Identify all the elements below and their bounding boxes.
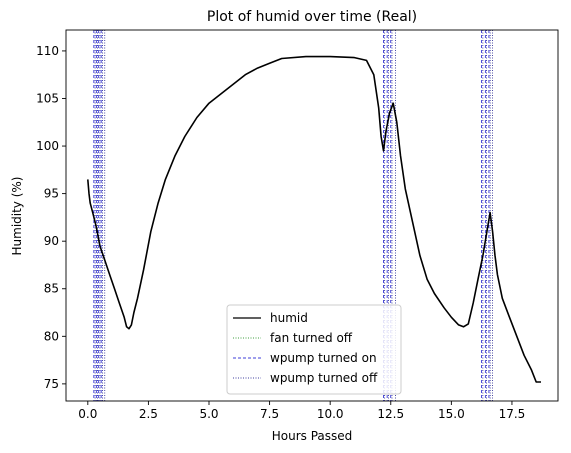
legend-label-wpump-off: wpump turned off [270,371,378,385]
y-tick-label-2: 85 [44,282,59,296]
y-tick-label-5: 100 [36,139,59,153]
chart-title: Plot of humid over time (Real) [207,9,417,25]
x-tick-label-5: 12.5 [377,407,404,421]
series-line-humid [87,55,541,383]
legend-label-humid: humid [270,311,308,325]
y-tick-label-4: 95 [44,187,59,201]
legend-box [226,304,402,395]
x-tick-label-2: 5.0 [199,407,218,421]
x-axis-ticks: 0.0 2.5 5.0 7.5 10.0 12.5 15.0 17.5 [78,401,525,421]
y-tick-label-7: 110 [36,44,59,58]
x-tick-label-3: 7.5 [260,407,279,421]
series-layer [87,55,541,383]
legend-label-fan-off: fan turned off [270,331,353,345]
event-lines-group [93,30,493,401]
legend-label-wpump-on: wpump turned on [270,351,377,365]
y-axis-label: Humidity (%) [10,177,24,256]
y-tick-label-3: 90 [44,234,59,248]
y-tick-label-0: 75 [44,377,59,391]
y-axis-ticks: 75 80 85 90 95 100 105 110 [36,44,66,391]
x-tick-label-7: 17.5 [499,407,526,421]
plot-frame [65,29,559,402]
legend: humid fan turned off wpump turned on wpu… [226,304,402,395]
y-tick-label-6: 105 [36,91,59,105]
x-tick-label-0: 0.0 [78,407,97,421]
x-axis-label: Hours Passed [272,429,353,443]
x-tick-label-6: 15.0 [438,407,465,421]
y-tick-label-1: 80 [44,329,59,343]
x-tick-label-1: 2.5 [139,407,158,421]
x-tick-label-4: 10.0 [317,407,344,421]
